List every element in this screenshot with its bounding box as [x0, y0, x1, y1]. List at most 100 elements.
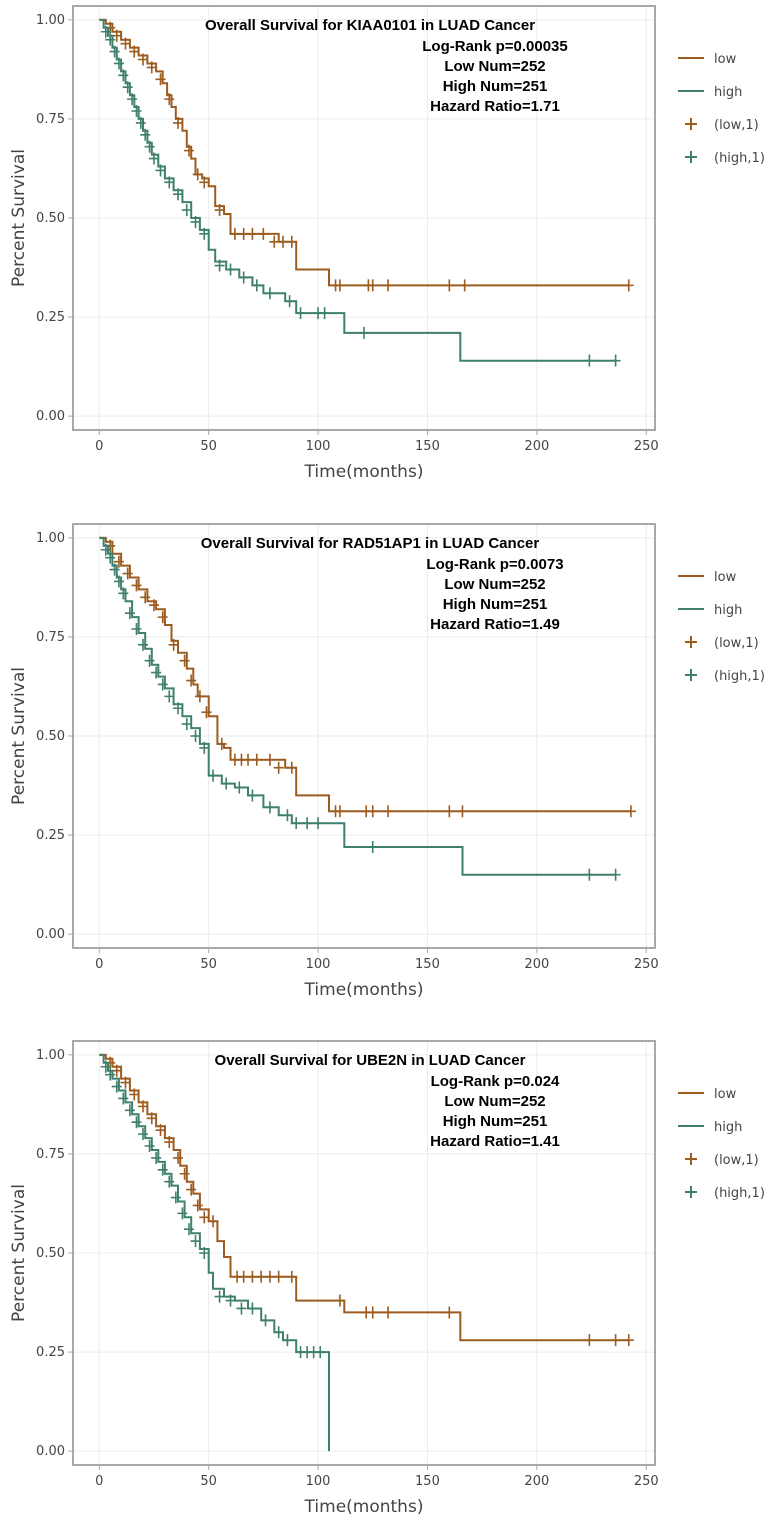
annotation-line: Log-Rank p=0.00035 — [422, 38, 567, 55]
censor-mark-high — [247, 1302, 258, 1315]
censor-mark-high — [144, 140, 155, 153]
legend: low high (low,1) (high,1) — [678, 52, 765, 166]
censor-mark-high — [282, 809, 293, 822]
censor-mark-high — [319, 307, 330, 320]
chart-title: Overall Survival for UBE2N in LUAD Cance… — [215, 1052, 526, 1069]
censor-mark-high — [111, 1080, 122, 1093]
censor-mark-high — [238, 271, 249, 284]
x-tick-label: 50 — [200, 957, 217, 972]
x-tick-label: 150 — [415, 439, 440, 454]
censor-mark-high — [138, 1128, 149, 1141]
censor-mark-high — [225, 263, 236, 276]
y-tick-label: 0.75 — [36, 112, 65, 127]
censor-mark-high — [251, 279, 262, 292]
x-tick-label: 200 — [524, 1474, 549, 1489]
y-axis-title: Percent Survival — [9, 1184, 29, 1322]
censor-mark-low — [155, 1124, 166, 1137]
censor-mark-low — [120, 1076, 131, 1089]
censor-mark-low — [256, 1270, 267, 1283]
censor-mark-low — [168, 638, 179, 651]
censor-mark-high — [190, 730, 201, 742]
annotation-line: High Num=251 — [443, 78, 548, 95]
survival-curve-high — [99, 1053, 330, 1452]
censor-mark-high — [315, 1346, 326, 1359]
censor-mark-high — [367, 840, 378, 853]
legend-label: low — [714, 1087, 737, 1102]
censor-mark-low — [334, 1294, 345, 1307]
censor-mark-high — [610, 868, 621, 881]
censor-mark-high — [105, 33, 116, 46]
legend-plus-low — [685, 1153, 697, 1165]
censor-mark-high — [236, 1302, 247, 1315]
censor-mark-low — [334, 805, 345, 818]
censor-mark-low — [273, 1270, 284, 1283]
survival-curve-low — [99, 536, 631, 813]
censor-mark-high — [140, 128, 151, 141]
censor-mark-high — [118, 587, 129, 600]
censor-mark-low — [148, 599, 159, 612]
censor-mark-low — [186, 1183, 197, 1196]
censor-mark-high — [173, 188, 184, 201]
censor-mark-high — [122, 81, 133, 94]
censor-mark-high — [118, 1092, 129, 1105]
censor-mark-high — [138, 638, 149, 651]
censor-mark-high — [199, 1247, 210, 1259]
censor-mark-low — [199, 176, 210, 189]
censor-mark-low — [238, 227, 249, 240]
chart-panel-2: 0 50 100 150 200 250 0.00 0.25 0.50 0.75 1.00 Time(… — [0, 518, 775, 1018]
legend-label: (low,1) — [714, 1153, 759, 1168]
censor-mark-low — [208, 1215, 219, 1228]
series-high — [99, 1053, 330, 1452]
censor-mark-high — [100, 543, 111, 556]
censor-mark-high — [282, 1334, 293, 1347]
censor-mark-high — [151, 1151, 162, 1164]
annotation-line: Low Num=252 — [444, 58, 545, 75]
legend-label: high — [714, 85, 742, 100]
censor-mark-high — [155, 164, 166, 177]
y-tick-label: 0.25 — [36, 1345, 65, 1360]
y-tick-label: 0.00 — [36, 927, 65, 942]
censor-mark-high — [214, 259, 225, 272]
chart-title: Overall Survival for RAD51AP1 in LUAD Ca… — [201, 535, 540, 552]
y-tick-label: 0.50 — [36, 1246, 65, 1261]
grid — [73, 524, 655, 948]
legend-label: (low,1) — [714, 636, 759, 651]
censor-mark-low — [140, 591, 151, 604]
x-tick-label: 250 — [634, 957, 659, 972]
x-tick-label: 100 — [306, 957, 331, 972]
censor-mark-low — [247, 1270, 258, 1283]
censor-mark-high — [100, 1060, 111, 1073]
censor-mark-high — [118, 69, 129, 82]
censor-mark-high — [148, 152, 159, 165]
y-tick-label: 0.50 — [36, 211, 65, 226]
censor-mark-low — [173, 1151, 184, 1164]
censor-mark-high — [164, 176, 175, 189]
censor-mark-low — [214, 204, 225, 217]
censor-mark-low — [138, 53, 149, 66]
y-axis-title: Percent Survival — [9, 149, 29, 287]
censor-mark-high — [225, 1294, 236, 1307]
grid — [73, 6, 655, 430]
censor-mark-low — [286, 235, 297, 248]
y-tick-label: 1.00 — [36, 531, 65, 546]
censor-mark-high — [113, 575, 124, 588]
annotation-line: High Num=251 — [443, 1113, 548, 1130]
censor-mark-high — [181, 204, 192, 217]
censor-mark-high — [109, 563, 120, 576]
x-tick-label: 250 — [634, 439, 659, 454]
legend-plus-high — [685, 151, 697, 163]
censor-mark-high — [124, 1104, 135, 1117]
censor-mark-high — [313, 817, 324, 830]
series-low — [99, 1053, 634, 1347]
censor-mark-low — [383, 1306, 394, 1319]
censor-mark-high — [273, 1326, 284, 1339]
censor-mark-low — [216, 737, 227, 750]
x-tick-label: 200 — [524, 439, 549, 454]
legend-plus-low — [685, 636, 697, 648]
annotation-line: Low Num=252 — [444, 576, 545, 593]
censor-mark-low — [278, 235, 289, 248]
y-tick-label: 0.00 — [36, 1444, 65, 1459]
x-tick-label: 150 — [415, 1474, 440, 1489]
censor-mark-high — [359, 326, 369, 339]
censor-mark-low — [229, 227, 240, 240]
